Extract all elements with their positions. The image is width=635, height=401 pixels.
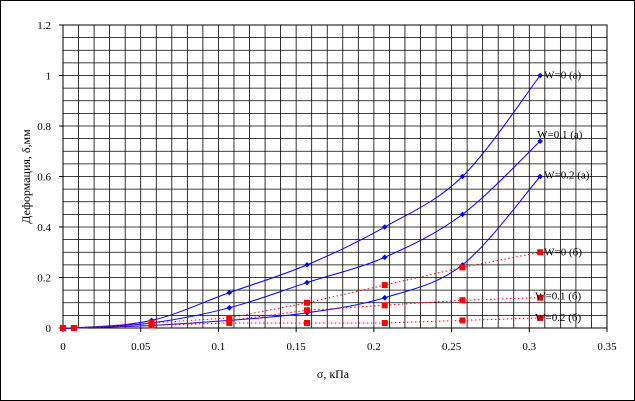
x-tick-label: 0.25 bbox=[442, 341, 462, 353]
data-point bbox=[381, 319, 388, 326]
x-tick-label: 0.1 bbox=[212, 341, 226, 353]
data-point bbox=[304, 262, 310, 268]
x-tick-label: 0.3 bbox=[522, 341, 536, 353]
data-point bbox=[537, 138, 543, 144]
series-line bbox=[63, 317, 541, 329]
data-point bbox=[60, 325, 66, 331]
x-tick-label: 0.15 bbox=[287, 341, 307, 353]
data-point bbox=[148, 322, 155, 329]
series-label: W=0.2 (а) bbox=[544, 170, 590, 182]
data-point bbox=[537, 314, 544, 321]
data-point bbox=[304, 319, 311, 326]
series-layer: W=0 (а) W=0.1 (а) W=0.2 (а) W=0 (б) W=0.1 (б… bbox=[60, 70, 590, 331]
data-point bbox=[381, 224, 388, 230]
series-6: W=0.2 (б) bbox=[60, 312, 582, 331]
x-tick-label: 0.35 bbox=[597, 341, 617, 353]
data-point bbox=[459, 317, 466, 324]
y-tick-label: 0.6 bbox=[37, 172, 51, 184]
data-point bbox=[226, 319, 233, 326]
y-tick-label: 0.2 bbox=[37, 273, 51, 285]
x-tick-label: 0 bbox=[60, 341, 66, 353]
data-point bbox=[70, 325, 77, 331]
data-point bbox=[459, 173, 466, 180]
series-label: W=0.2 (б) bbox=[535, 312, 581, 324]
data-point bbox=[381, 254, 388, 261]
data-point bbox=[381, 294, 388, 301]
data-point bbox=[381, 302, 388, 309]
series-label: W=0.1 (б) bbox=[535, 291, 581, 303]
series-label: W=0.1 (а) bbox=[537, 129, 583, 141]
data-point bbox=[226, 289, 233, 296]
data-point bbox=[226, 305, 233, 311]
x-tick-label: 0.2 bbox=[367, 341, 381, 353]
data-point bbox=[537, 294, 544, 301]
y-tick-label: 1.2 bbox=[37, 20, 51, 32]
axes-layer bbox=[59, 24, 608, 332]
series-label: W=0 (а) bbox=[544, 70, 581, 82]
data-point bbox=[304, 279, 310, 286]
x-tick-label: 0.05 bbox=[131, 341, 151, 353]
y-tick-label: 0.8 bbox=[37, 121, 51, 133]
data-point bbox=[459, 264, 466, 271]
y-tick-label: 0.4 bbox=[37, 222, 51, 234]
data-point bbox=[304, 299, 311, 306]
y-tick-label: 1 bbox=[46, 71, 52, 83]
series-2: W=0.1 (а) bbox=[60, 129, 583, 331]
data-point bbox=[537, 249, 544, 256]
x-axis-title: σ, кПа bbox=[317, 367, 350, 381]
grid-layer bbox=[62, 24, 608, 329]
series-line bbox=[62, 140, 541, 329]
data-point bbox=[459, 297, 466, 304]
series-1: W=0 (а) bbox=[60, 70, 582, 331]
data-point bbox=[537, 72, 543, 79]
data-point bbox=[459, 211, 466, 218]
data-point bbox=[537, 173, 543, 180]
data-point bbox=[304, 307, 311, 314]
series-label: W=0 (б) bbox=[544, 246, 582, 258]
y-tick-label: 0 bbox=[46, 323, 52, 335]
y-axis-title: Деформация, δ,мм bbox=[19, 129, 33, 224]
ticks-layer: 0 0.05 0.1 0.15 0.2 0.25 0.3 0.35 0 0.2 0.4 0.6 0.8 1… bbox=[37, 20, 617, 353]
data-point bbox=[381, 282, 388, 289]
series-3: W=0.2 (а) bbox=[60, 170, 590, 331]
